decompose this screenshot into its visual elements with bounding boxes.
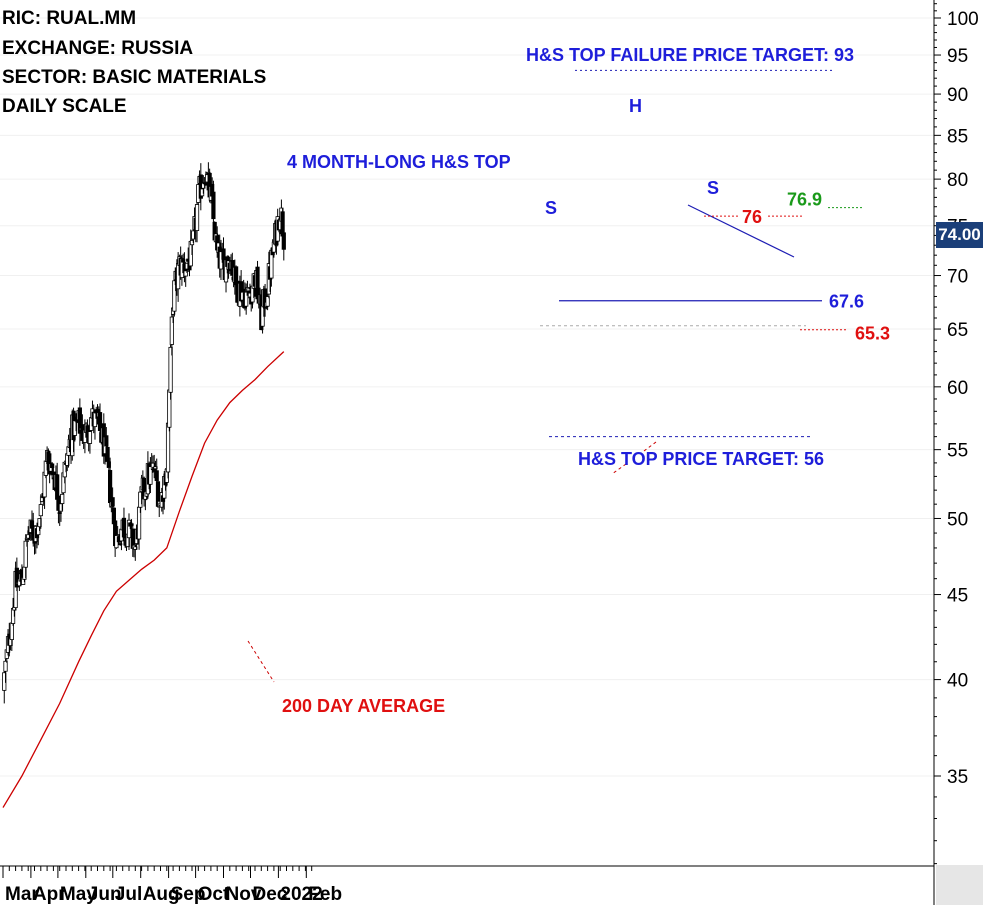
exchange-label: EXCHANGE: RUSSIA bbox=[2, 38, 194, 59]
x-tick-label: Dec bbox=[253, 884, 288, 905]
candle-body-down bbox=[154, 470, 159, 482]
candle-body-up bbox=[172, 280, 177, 312]
candle bbox=[168, 344, 173, 400]
x-tick-label: Apr bbox=[33, 884, 66, 905]
candle-body-down bbox=[77, 407, 82, 434]
x-tick-label: Sep bbox=[171, 884, 206, 905]
left-shoulder-label: S bbox=[545, 198, 558, 218]
y-tick-label: 40 bbox=[947, 671, 968, 692]
level-label: 76 bbox=[742, 207, 762, 227]
candle-body-down bbox=[105, 446, 110, 462]
level-label: 67.6 bbox=[829, 292, 864, 312]
top-target-label: H&S TOP PRICE TARGET: 56 bbox=[578, 449, 825, 469]
candle bbox=[211, 180, 216, 224]
x-tick-label: Jun bbox=[88, 884, 122, 905]
x-tick-label: Mar bbox=[5, 884, 39, 905]
candle bbox=[172, 273, 177, 317]
x-tick-label: Aug bbox=[143, 884, 180, 905]
candle bbox=[194, 198, 200, 243]
last-price-badge: 74.00 bbox=[936, 222, 983, 248]
x-tick-label: Jul bbox=[115, 884, 142, 905]
right-shoulder-label: S bbox=[707, 178, 720, 198]
y-tick-label: 85 bbox=[947, 126, 968, 147]
ma200-series bbox=[2, 351, 285, 808]
price-candles bbox=[2, 162, 286, 704]
candle-body-up bbox=[169, 316, 174, 345]
candle bbox=[154, 458, 159, 483]
candle bbox=[87, 428, 93, 454]
candle bbox=[169, 308, 174, 356]
y-tick-label: 90 bbox=[947, 85, 968, 106]
target-leader-2 bbox=[611, 463, 627, 475]
y-tick-label: 50 bbox=[947, 509, 968, 530]
y-tick-label: 70 bbox=[947, 267, 968, 288]
x-tick-label: May bbox=[60, 884, 97, 905]
x-tick-label: 2022 bbox=[280, 884, 322, 905]
candle bbox=[77, 398, 82, 446]
candle-body-up bbox=[245, 287, 250, 290]
x-tick-label: Feb bbox=[308, 884, 342, 905]
candle-body-down bbox=[211, 191, 216, 220]
pattern-label: 4 MONTH-LONG H&S TOP bbox=[287, 152, 511, 172]
pattern-overlays bbox=[247, 69, 862, 683]
y-tick-label: 65 bbox=[947, 320, 968, 341]
candle-body-down bbox=[97, 412, 103, 431]
candle-body-up bbox=[3, 660, 8, 672]
candle bbox=[3, 659, 8, 683]
y-tick-label: 55 bbox=[947, 441, 968, 462]
candle bbox=[23, 534, 28, 579]
candle-body-up bbox=[38, 504, 43, 517]
y-tick-label: 45 bbox=[947, 586, 968, 607]
candle-body-up bbox=[183, 270, 188, 277]
level-label: 76.9 bbox=[787, 190, 822, 210]
y-tick-label: 60 bbox=[947, 378, 968, 399]
level-label: 65.3 bbox=[855, 324, 890, 344]
candle-body-up bbox=[23, 540, 28, 568]
candle-body-up bbox=[168, 346, 173, 393]
scale-label: DAILY SCALE bbox=[2, 96, 127, 117]
candle-body-up bbox=[148, 466, 153, 485]
x-tick-label: Nov bbox=[226, 884, 262, 905]
x-tick-label: Oct bbox=[198, 884, 230, 905]
ric-label: RIC: RUAL.MM bbox=[2, 8, 137, 29]
candle bbox=[51, 464, 56, 480]
candle-body-up bbox=[60, 493, 65, 504]
y-tick-label: 95 bbox=[947, 46, 968, 67]
head-label: H bbox=[629, 96, 642, 116]
y-tick-label: 100 bbox=[947, 9, 979, 30]
candle-body-up bbox=[115, 534, 120, 536]
sector-label: SECTOR: BASIC MATERIALS bbox=[2, 67, 267, 88]
level-labels: 76 76.9 67.6 65.3 bbox=[742, 190, 890, 344]
candle-body-up bbox=[265, 296, 270, 307]
last-price-axis-shade bbox=[936, 865, 983, 905]
y-tick-label: 35 bbox=[947, 767, 968, 788]
candle-body-down bbox=[51, 471, 56, 476]
failure-target-label: H&S TOP FAILURE PRICE TARGET: 93 bbox=[526, 45, 855, 65]
candle-body-up bbox=[244, 291, 249, 307]
price-grid bbox=[0, 17, 934, 777]
last-price-value: 74.00 bbox=[938, 225, 981, 244]
candle bbox=[281, 229, 286, 261]
candle-body-up bbox=[194, 204, 200, 231]
candle-body-down bbox=[281, 232, 286, 250]
ma-leader bbox=[247, 640, 275, 683]
y-tick-label: 80 bbox=[947, 170, 968, 191]
shoulder-trendline bbox=[687, 204, 795, 258]
ma200-line bbox=[2, 351, 285, 808]
ma-label: 200 DAY AVERAGE bbox=[282, 696, 446, 716]
candle bbox=[245, 280, 250, 290]
candle-body-up bbox=[87, 431, 93, 444]
